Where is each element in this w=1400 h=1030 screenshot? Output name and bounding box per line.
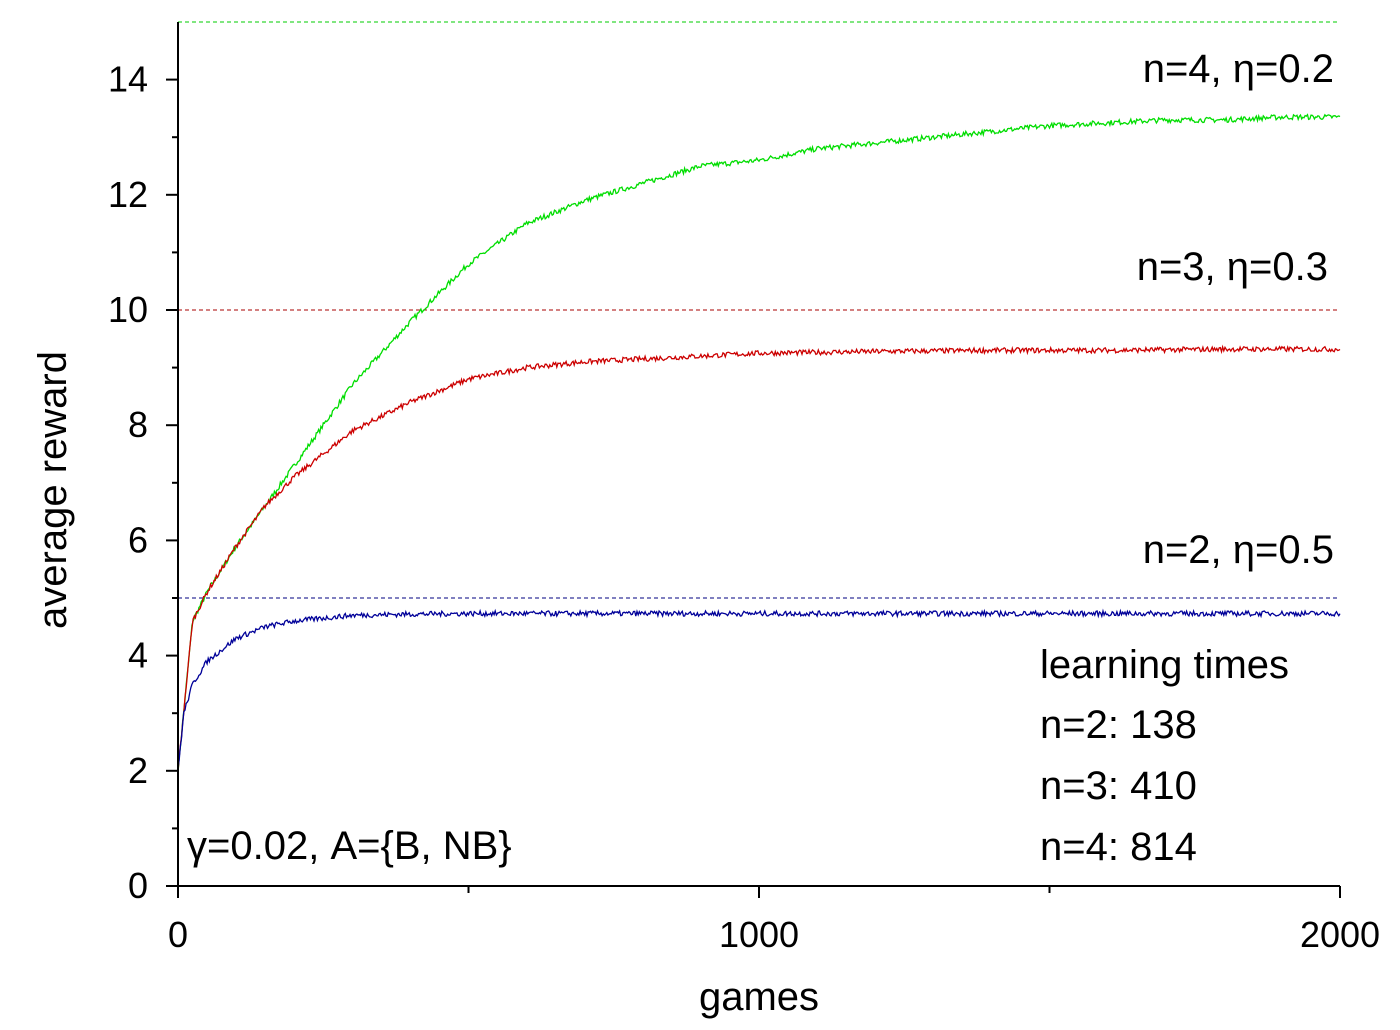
x-tick-label: 2000 — [1300, 914, 1380, 955]
y-tick-label: 0 — [128, 865, 148, 906]
series-layer — [177, 113, 1341, 774]
series-label-n3: n=3, η=0.3 — [1137, 245, 1328, 289]
parameter-annotation: γ=0.02, A={B, NB} — [187, 824, 512, 868]
x-tick-label: 0 — [168, 914, 188, 955]
y-axis-title: average reward — [31, 351, 75, 629]
y-tick-label: 6 — [128, 519, 148, 560]
learning-times-heading: learning times — [1040, 643, 1289, 687]
learning-time-n3: n=3: 410 — [1040, 764, 1197, 808]
series-line-1 — [177, 344, 1341, 773]
y-tick-label: 8 — [128, 404, 148, 445]
y-tick-label: 14 — [108, 59, 148, 100]
reference-lines — [178, 21, 1340, 599]
axes — [177, 22, 1340, 887]
y-tick-label: 10 — [108, 289, 148, 330]
y-tick-label: 2 — [128, 750, 148, 791]
x-tick-label: 1000 — [719, 914, 799, 955]
learning-time-n4: n=4: 814 — [1040, 825, 1197, 869]
series-label-n2: n=2, η=0.5 — [1143, 528, 1334, 572]
learning-time-n2: n=2: 138 — [1040, 703, 1197, 747]
y-tick-label: 4 — [128, 635, 148, 676]
y-tick-label: 12 — [108, 174, 148, 215]
series-label-n4: n=4, η=0.2 — [1143, 47, 1334, 91]
ticks: 0 2 4 6 8 10 12 14 0 1000 2000 — [108, 59, 1380, 955]
series-line-2 — [177, 608, 1341, 769]
series-line-0 — [177, 113, 1341, 774]
x-axis-title: games — [699, 975, 819, 1019]
